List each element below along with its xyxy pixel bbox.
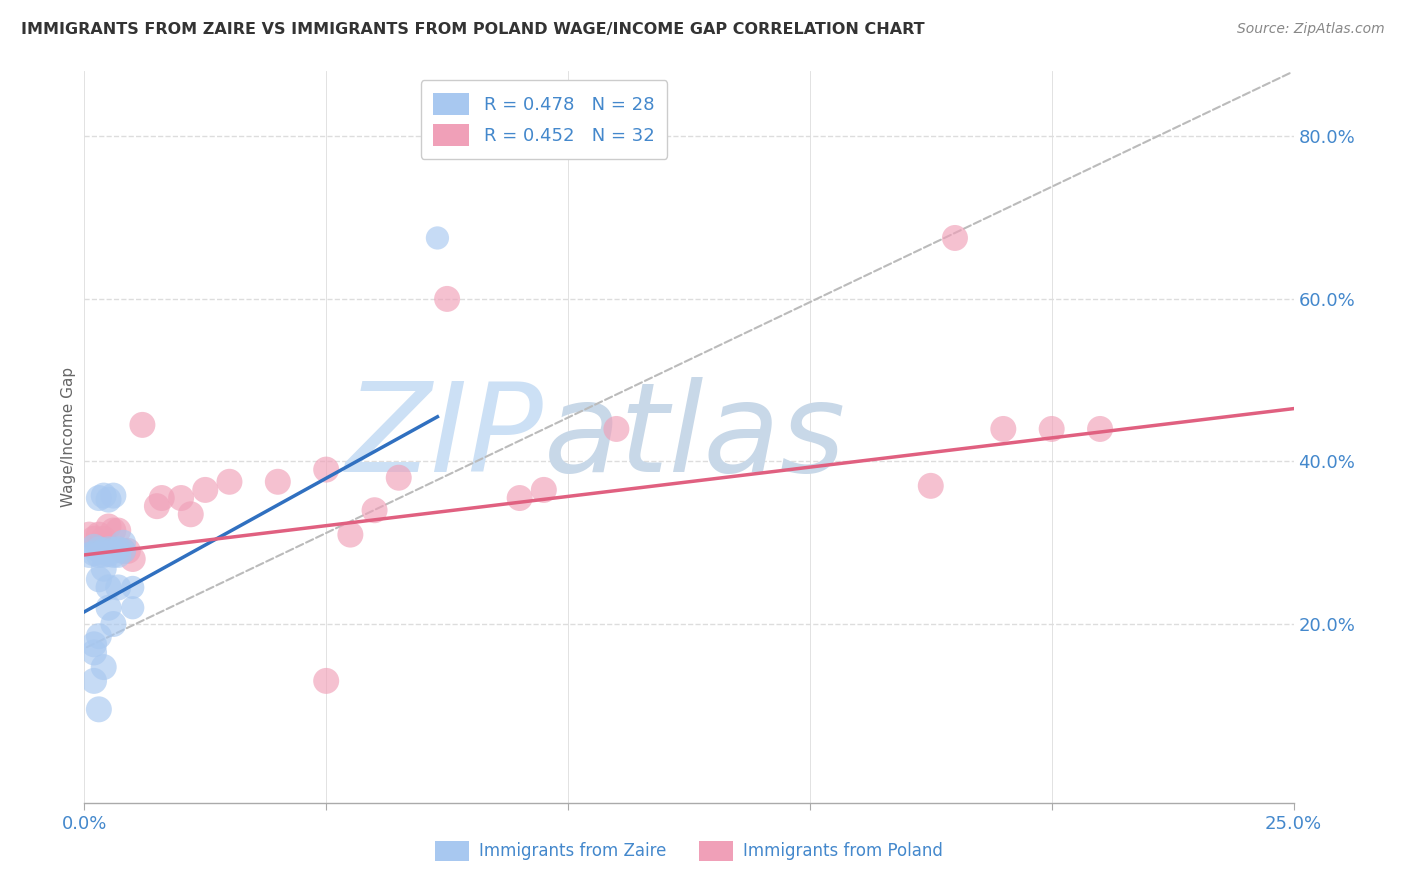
Point [117,544,139,558]
Point [97,542,120,557]
Point [112,544,135,558]
Point [83,637,105,651]
Point [218,475,240,489]
Y-axis label: Wage/Income Gap: Wage/Income Gap [60,367,76,508]
Point [107,524,129,538]
Point [103,489,125,503]
Point [121,600,143,615]
Point [107,548,129,562]
Point [77,548,100,562]
Point [146,499,169,513]
Point [103,617,125,632]
Point [83,532,105,546]
Point [920,479,942,493]
Point [93,548,115,562]
Legend: Immigrants from Zaire, Immigrants from Poland: Immigrants from Zaire, Immigrants from P… [429,834,949,868]
Text: atlas: atlas [544,376,846,498]
Point [267,475,290,489]
Point [87,542,110,557]
Point [87,702,110,716]
Point [1040,422,1063,436]
Point [103,543,125,558]
Point [315,462,337,476]
Point [93,489,115,503]
Point [131,417,153,432]
Point [93,544,115,558]
Point [83,546,105,560]
Point [315,673,337,688]
Point [107,581,129,595]
Point [993,422,1015,436]
Point [388,471,411,485]
Point [436,292,458,306]
Point [363,503,385,517]
Point [107,542,129,557]
Point [93,562,115,576]
Point [97,492,120,507]
Point [170,491,193,505]
Point [112,535,135,549]
Text: Source: ZipAtlas.com: Source: ZipAtlas.com [1237,22,1385,37]
Point [533,483,555,497]
Point [83,645,105,659]
Point [87,629,110,643]
Point [97,519,120,533]
Point [87,491,110,505]
Point [93,660,115,674]
Point [103,548,125,562]
Point [93,532,115,546]
Text: IMMIGRANTS FROM ZAIRE VS IMMIGRANTS FROM POLAND WAGE/INCOME GAP CORRELATION CHAR: IMMIGRANTS FROM ZAIRE VS IMMIGRANTS FROM… [21,22,925,37]
Point [97,581,120,595]
Point [87,572,110,586]
Point [180,508,202,522]
Point [121,581,143,595]
Point [426,231,449,245]
Point [97,600,120,615]
Point [121,552,143,566]
Point [103,524,125,538]
Point [83,540,105,554]
Point [194,483,217,497]
Text: ZIP: ZIP [346,376,544,498]
Point [150,491,173,505]
Point [943,231,966,245]
Point [1088,422,1111,436]
Point [97,547,120,561]
Point [112,544,135,558]
Point [605,422,627,436]
Point [87,548,110,562]
Point [83,673,105,688]
Point [509,491,531,505]
Point [87,527,110,541]
Point [77,527,100,541]
Point [339,527,361,541]
